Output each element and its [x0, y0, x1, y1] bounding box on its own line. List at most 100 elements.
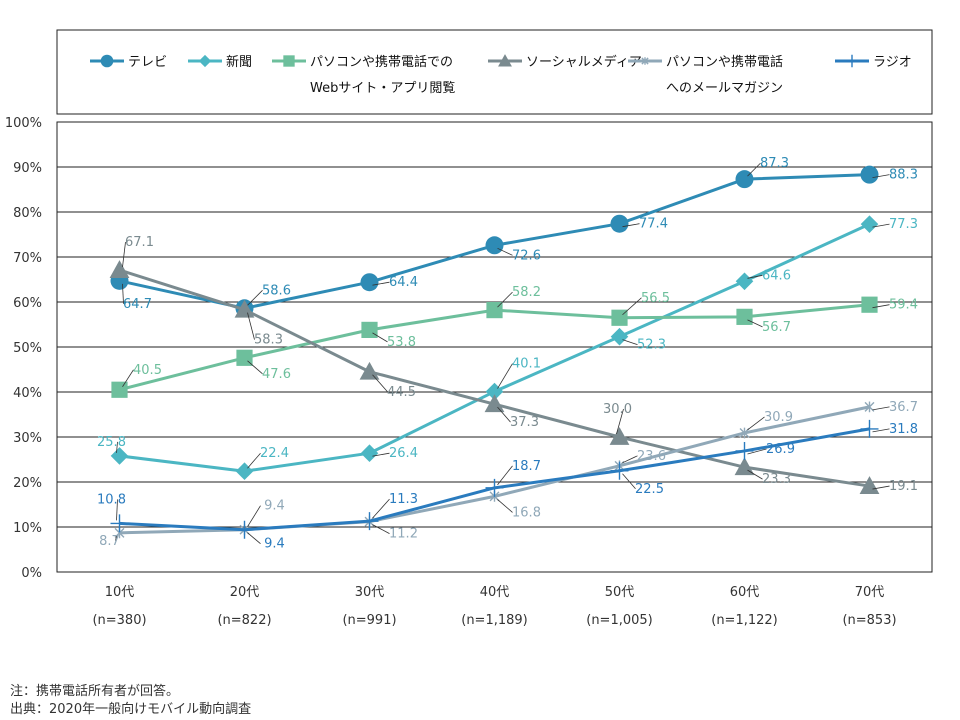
- y-tick-label: 30%: [13, 431, 42, 446]
- legend-entry-2: 新聞: [188, 54, 252, 70]
- data-label: 77.4: [639, 217, 668, 232]
- legend-marker: [498, 54, 512, 67]
- data-label: 9.4: [264, 537, 285, 552]
- data-label: 22.4: [260, 446, 289, 461]
- legend-label: ソーシャルメディア: [526, 54, 642, 70]
- leader-line: [372, 281, 390, 286]
- leader-line: [622, 297, 642, 316]
- leader-line: [497, 363, 513, 389]
- data-label: 52.3: [637, 338, 666, 353]
- data-label: 47.6: [262, 367, 291, 382]
- data-label: 36.7: [889, 400, 918, 415]
- leader-line: [122, 242, 126, 268]
- x-tick-sample-size: (n=822): [217, 613, 271, 628]
- footnote: 注：携帯電話所有者が回答。: [10, 684, 180, 699]
- data-label: 11.3: [389, 492, 418, 507]
- series-6: 10.8 9.4 11.3 18.7 22.5 26.9 31.8: [97, 419, 918, 552]
- data-point: [109, 260, 130, 278]
- y-tick-label: 60%: [13, 296, 42, 311]
- data-point: [361, 321, 378, 338]
- leader-line: [872, 174, 890, 179]
- data-label: 56.5: [641, 291, 670, 306]
- data-label: 72.6: [512, 248, 541, 263]
- data-label: 53.8: [387, 335, 416, 350]
- leader-line: [247, 360, 263, 375]
- leader-line: [372, 498, 390, 519]
- data-label: 67.1: [125, 235, 154, 250]
- leader-line: [747, 469, 763, 480]
- leader-line: [872, 485, 890, 490]
- leader-line: [622, 339, 638, 346]
- data-point: [235, 462, 254, 480]
- data-point: [484, 394, 505, 413]
- data-point: [861, 296, 878, 313]
- data-point: [864, 401, 875, 413]
- leader-line: [747, 274, 763, 279]
- legend-entry-6: ラジオ: [835, 54, 912, 70]
- legend-label: へのメールマガジン: [666, 81, 783, 96]
- leader-line: [872, 304, 890, 309]
- leader-line: [372, 374, 388, 393]
- data-point: [735, 441, 754, 460]
- series-4: 67.1 58.3 44.5 37.3 30.0 23.3 19.1: [109, 235, 918, 494]
- data-point: [610, 327, 629, 346]
- leader-line: [372, 524, 390, 534]
- leader-line: [497, 291, 513, 308]
- x-tick-sample-size: (n=991): [342, 613, 396, 628]
- data-point: [485, 382, 504, 401]
- data-point: [860, 215, 879, 233]
- legend-marker: [641, 57, 649, 65]
- data-label: 10.8: [97, 492, 126, 507]
- data-point: [485, 478, 504, 497]
- data-label: 9.4: [264, 499, 285, 514]
- data-point: [736, 308, 753, 325]
- data-label: 37.3: [510, 415, 539, 430]
- data-label: 19.1: [889, 479, 918, 494]
- y-tick-label: 70%: [13, 251, 42, 266]
- data-point: [860, 165, 879, 184]
- data-label: 18.7: [512, 459, 541, 474]
- data-point: [110, 514, 129, 533]
- data-label: 44.5: [387, 385, 416, 400]
- data-point: [111, 381, 128, 398]
- data-point: [234, 299, 255, 318]
- data-label: 16.8: [512, 505, 541, 520]
- y-tick-label: 0%: [21, 566, 42, 581]
- data-point: [610, 214, 629, 233]
- data-point: [360, 444, 379, 462]
- data-point: [609, 427, 630, 445]
- leader-line: [122, 283, 124, 304]
- legend-marker: [283, 55, 295, 67]
- y-axis-ticks: 0% 10% 20% 30% 40% 50% 60% 70% 80% 90% 100%: [5, 116, 42, 581]
- leader-line: [497, 465, 513, 486]
- data-label: 30.0: [603, 402, 632, 417]
- y-tick-label: 40%: [13, 386, 42, 401]
- legend-marker: [845, 54, 859, 68]
- legend-label: テレビ: [128, 55, 167, 70]
- data-label: 26.4: [389, 446, 418, 461]
- data-label: 23.3: [762, 472, 791, 487]
- leader-line: [747, 448, 767, 455]
- data-point: [610, 461, 629, 480]
- leader-line: [247, 532, 261, 545]
- legend-label: ラジオ: [873, 55, 912, 70]
- leader-line: [497, 247, 513, 256]
- leader-line: [622, 473, 636, 490]
- y-tick-label: 10%: [13, 521, 42, 536]
- x-tick-label: 20代: [230, 585, 260, 600]
- data-label: 58.2: [512, 285, 541, 300]
- leader-line: [122, 369, 134, 387]
- leader-line: [872, 428, 890, 433]
- legend-label: Webサイト・アプリ閲覧: [310, 80, 455, 96]
- data-label: 64.4: [389, 275, 418, 290]
- data-label: 59.4: [889, 298, 918, 313]
- data-label: 58.3: [254, 333, 283, 348]
- legend-entry-3: パソコンや携帯電話での Webサイト・アプリ閲覧: [272, 54, 455, 96]
- y-tick-label: 20%: [13, 476, 42, 491]
- data-label: 22.5: [635, 482, 664, 497]
- data-label: 64.7: [123, 297, 152, 312]
- data-point: [110, 447, 129, 465]
- data-label: 40.5: [133, 363, 162, 378]
- legend-label: パソコンや携帯電話: [666, 54, 783, 70]
